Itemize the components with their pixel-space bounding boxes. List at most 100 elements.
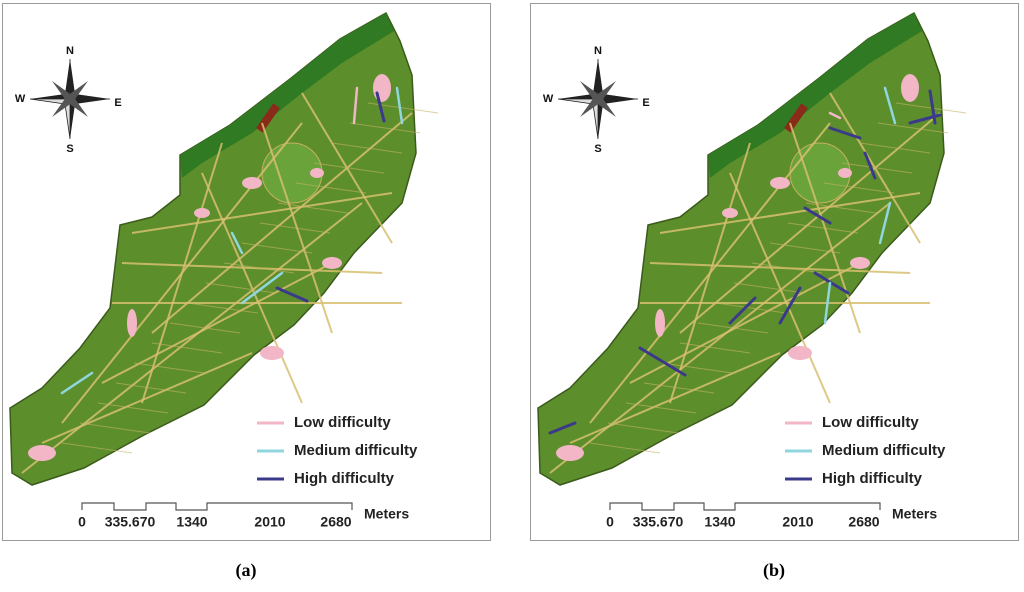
street — [187, 302, 259, 314]
difficulty-segment — [352, 86, 359, 125]
difficulty-segment — [823, 281, 832, 325]
street — [349, 122, 421, 134]
road — [201, 172, 303, 404]
scale-bar — [609, 502, 881, 511]
street — [223, 262, 295, 274]
street — [625, 402, 697, 414]
low-difficulty-area — [838, 168, 852, 178]
difficulty-segment — [275, 286, 309, 303]
road — [569, 352, 781, 444]
compass: N S W E — [15, 45, 122, 155]
road — [729, 172, 831, 404]
legend-label: Low difficulty — [822, 414, 919, 431]
scale-label: 1340 — [176, 514, 207, 530]
scale-label: 2680 — [320, 514, 351, 530]
river-bank — [180, 13, 394, 178]
road — [669, 142, 751, 404]
road — [659, 192, 921, 234]
scale-label: 1340 — [704, 514, 735, 530]
low-difficulty-area — [788, 346, 812, 360]
difficulty-segment — [638, 346, 687, 377]
panel-caption: (a) — [236, 560, 257, 581]
road — [629, 262, 861, 384]
difficulty-segment — [375, 91, 386, 123]
river-bank — [708, 13, 922, 178]
scale-unit: Meters — [892, 506, 937, 522]
difficulty-segment — [828, 126, 862, 140]
compass-diagonal — [580, 81, 616, 117]
difficulty-segment — [778, 286, 802, 325]
low-difficulty-area — [373, 74, 391, 102]
compass-label: N — [66, 45, 74, 57]
low-difficulty-area — [310, 168, 324, 178]
legend-label: Medium difficulty — [822, 442, 946, 459]
street — [313, 162, 385, 174]
compass-label: S — [66, 143, 73, 155]
scale-label: 0 — [78, 514, 86, 530]
scale-label: 2680 — [848, 514, 879, 530]
street — [115, 382, 187, 394]
road — [41, 352, 253, 444]
map-panel: N S W E Low difficulty Medium difficulty High … — [2, 3, 491, 541]
street — [79, 422, 151, 434]
street — [295, 182, 367, 194]
street — [805, 202, 877, 214]
street — [859, 142, 931, 154]
difficulty-segment — [828, 111, 842, 120]
difficulty-segment — [60, 371, 94, 395]
street — [151, 342, 223, 354]
low-difficulty-area — [556, 445, 584, 461]
difficulty-segment — [883, 86, 897, 125]
difficulty-segment — [395, 86, 404, 125]
scale-label: 2010 — [782, 514, 813, 530]
compass: N S W E — [543, 45, 650, 155]
compass-label: N — [594, 45, 602, 57]
street — [751, 262, 823, 274]
street — [241, 242, 313, 254]
road — [649, 262, 911, 274]
street — [733, 282, 805, 294]
street — [589, 442, 661, 454]
street — [259, 222, 331, 234]
street — [841, 162, 913, 174]
street — [61, 442, 133, 454]
street — [169, 322, 241, 334]
scale-unit: Meters — [364, 506, 409, 522]
compass-label: E — [114, 97, 121, 109]
difficulty-segment — [728, 296, 757, 325]
street — [877, 122, 949, 134]
street — [607, 422, 679, 434]
street — [895, 102, 967, 114]
compass-label: W — [543, 93, 554, 105]
low-difficulty-area — [770, 177, 790, 189]
difficulty-segment — [813, 271, 850, 295]
street — [205, 282, 277, 294]
map-panel: N S W E Low difficulty Medium difficulty High … — [530, 3, 1019, 541]
road — [131, 192, 393, 234]
street — [277, 202, 349, 214]
legend-label: Medium difficulty — [294, 442, 418, 459]
street — [697, 322, 769, 334]
low-difficulty-area — [194, 208, 210, 218]
street — [787, 222, 859, 234]
scale-label: 2010 — [254, 514, 285, 530]
street — [715, 302, 787, 314]
street — [133, 362, 205, 374]
panel-caption: (b) — [763, 560, 785, 581]
compass-diagonal — [52, 81, 88, 117]
road — [101, 262, 333, 384]
difficulty-segment — [878, 201, 892, 245]
street — [661, 362, 733, 374]
road — [151, 112, 413, 334]
difficulty-segment — [230, 231, 244, 255]
street — [679, 342, 751, 354]
difficulty-segment — [548, 421, 577, 435]
road — [141, 142, 223, 404]
legend-label: Low difficulty — [294, 414, 391, 431]
compass-label: E — [642, 97, 649, 109]
low-difficulty-area — [722, 208, 738, 218]
road — [679, 112, 941, 334]
compass-label: S — [594, 143, 601, 155]
land-area — [9, 11, 417, 486]
